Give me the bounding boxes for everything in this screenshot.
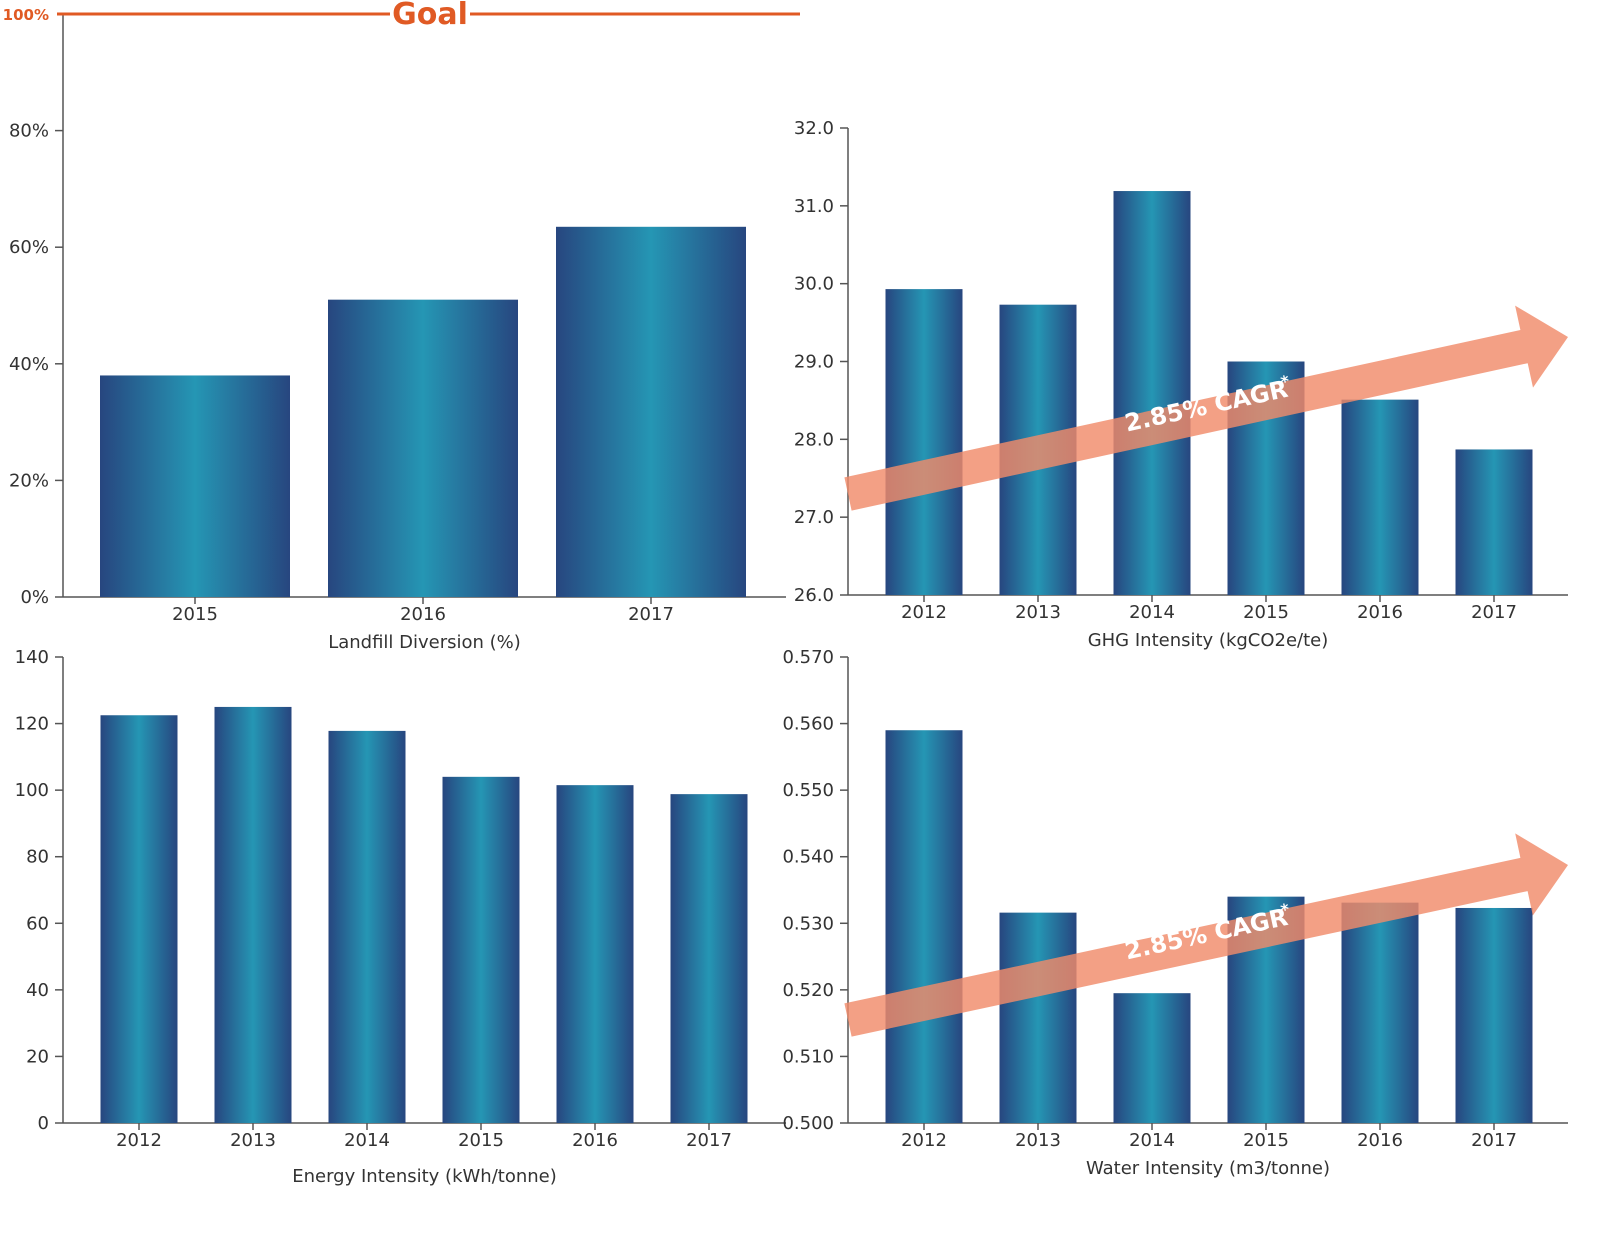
x-tick-label: 2015: [1243, 602, 1289, 623]
x-tick-label: 2014: [1129, 1130, 1175, 1151]
y-tick-label: 100: [15, 780, 49, 801]
x-tick-label: 2016: [400, 604, 446, 625]
y-tick-label: 0.560: [782, 714, 834, 735]
y-tick-label: 28.0: [794, 429, 834, 450]
y-tick-label: 60: [26, 913, 49, 934]
x-tick-label: 2015: [458, 1130, 504, 1151]
bar: [100, 375, 290, 597]
bar: [1455, 907, 1533, 1123]
bar: [214, 706, 292, 1123]
x-tick-label: 2012: [116, 1130, 162, 1151]
y-tick-label: 32.0: [794, 118, 834, 139]
y-tick-label: 0%: [20, 587, 49, 608]
cagr-arrow: [844, 305, 1568, 511]
y-tick-label: 0.520: [782, 980, 834, 1001]
y-tick-label: 0.550: [782, 780, 834, 801]
y-tick-label: 29.0: [794, 352, 834, 373]
bar: [1113, 191, 1191, 596]
goal-tick-label: 100%: [3, 6, 49, 24]
x-tick-label: 2013: [230, 1130, 276, 1151]
x-tick-label: 2016: [572, 1130, 618, 1151]
bar: [556, 226, 746, 598]
y-tick-label: 0.500: [782, 1113, 834, 1134]
y-tick-label: 120: [15, 714, 49, 735]
y-tick-label: 0.540: [782, 847, 834, 868]
y-tick-label: 80: [26, 847, 49, 868]
bar: [1113, 993, 1191, 1123]
bar: [442, 776, 520, 1123]
bar: [1341, 399, 1419, 595]
x-tick-label: 2013: [1015, 1130, 1061, 1151]
bar: [328, 299, 518, 597]
x-tick-label: 2014: [1129, 602, 1175, 623]
y-tick-label: 40: [26, 980, 49, 1001]
y-tick-label: 140: [15, 647, 49, 668]
y-tick-label: 26.0: [794, 585, 834, 606]
bar: [1455, 449, 1533, 595]
x-tick-label: 2012: [901, 1130, 947, 1151]
bar: [885, 289, 963, 595]
bar: [1341, 902, 1419, 1123]
x-tick-label: 2017: [628, 604, 674, 625]
y-tick-label: 0: [38, 1113, 49, 1134]
y-tick-label: 20%: [9, 470, 49, 491]
x-tick-label: 2016: [1357, 602, 1403, 623]
axis-title: Landfill Diversion (%): [328, 632, 521, 653]
bar: [100, 715, 178, 1123]
y-tick-label: 20: [26, 1046, 49, 1067]
y-tick-label: 0.530: [782, 913, 834, 934]
bar: [328, 730, 406, 1123]
y-tick-label: 0.510: [782, 1046, 834, 1067]
x-tick-label: 2016: [1357, 1130, 1403, 1151]
x-tick-label: 2015: [1243, 1130, 1289, 1151]
y-tick-label: 40%: [9, 354, 49, 375]
y-tick-label: 31.0: [794, 196, 834, 217]
x-tick-label: 2017: [1471, 602, 1517, 623]
y-tick-label: 27.0: [794, 507, 834, 528]
cagr-arrow: [844, 833, 1568, 1037]
y-tick-label: 30.0: [794, 274, 834, 295]
goal-label: Goal: [392, 0, 468, 32]
x-tick-label: 2013: [1015, 602, 1061, 623]
x-tick-label: 2017: [686, 1130, 732, 1151]
bar: [885, 730, 963, 1123]
x-tick-label: 2014: [344, 1130, 390, 1151]
axis-title: Energy Intensity (kWh/tonne): [292, 1166, 557, 1187]
y-tick-label: 60%: [9, 237, 49, 258]
y-tick-label: 80%: [9, 121, 49, 142]
axis-title: Water Intensity (m3/tonne): [1086, 1158, 1330, 1179]
bar: [999, 912, 1077, 1123]
y-tick-label: 0.570: [782, 647, 834, 668]
x-tick-label: 2015: [172, 604, 218, 625]
x-tick-label: 2017: [1471, 1130, 1517, 1151]
x-tick-label: 2012: [901, 602, 947, 623]
bar: [556, 785, 634, 1123]
bar: [670, 794, 748, 1123]
axis-title: GHG Intensity (kgCO2e/te): [1088, 630, 1329, 651]
